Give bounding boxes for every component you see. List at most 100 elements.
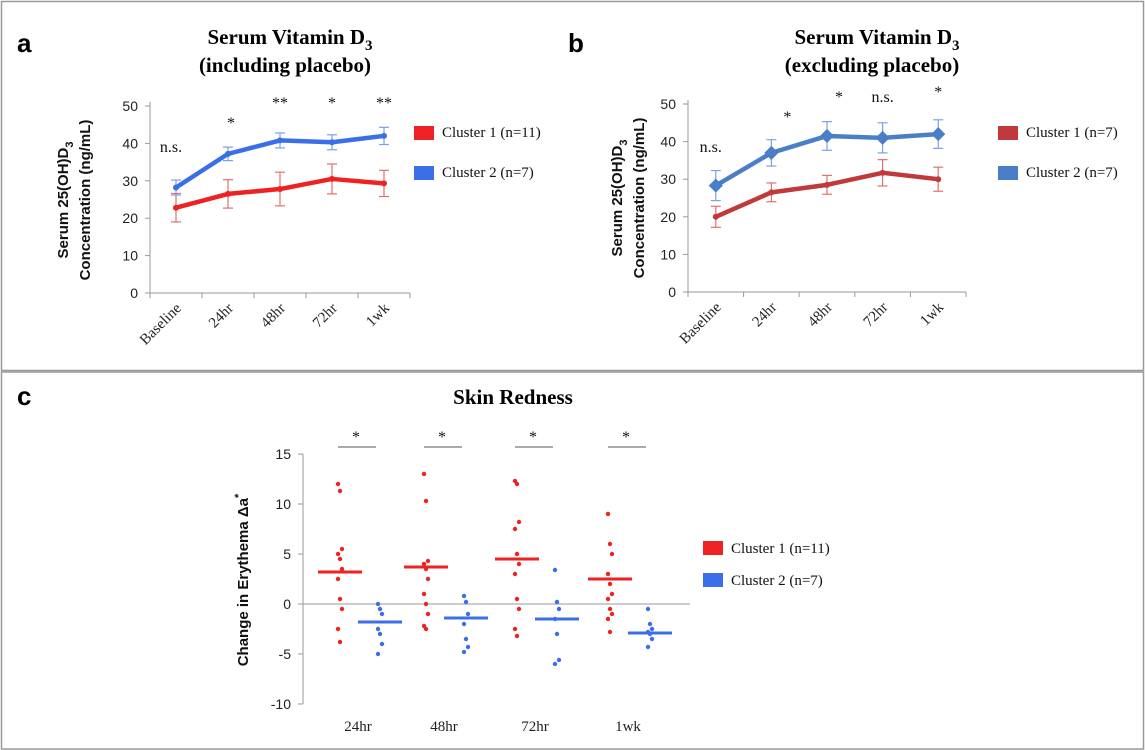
panel-a-y-tick-label: 20 — [122, 210, 138, 226]
panel-c-series1-point — [425, 558, 431, 564]
panel-a-legend-swatch — [414, 126, 434, 140]
panel-c-series2-point — [377, 606, 383, 612]
panel-c-series2-point — [649, 626, 655, 632]
svg-text:Serum 25(OH)D3: Serum 25(OH)D3 — [609, 140, 630, 257]
panel-a-x-tick-label: 48hr — [258, 301, 289, 332]
panel-c-series2-point — [375, 651, 381, 657]
panel-c-series2-point — [552, 661, 558, 667]
panel-c-series1-point — [514, 551, 520, 557]
panel-c-series1-point — [607, 606, 613, 612]
panel-c-series2-point — [465, 644, 471, 650]
panel-c-series1-point — [425, 576, 431, 582]
panel-c-series1-point — [339, 606, 345, 612]
panel-a-y-tick-label: 10 — [122, 248, 138, 264]
panel-c-series2-point — [377, 631, 383, 637]
panel-b-y-tick-label: 20 — [660, 209, 676, 225]
panel-c-series1-point — [514, 633, 520, 639]
panel-a-series2-point — [329, 139, 335, 146]
panel-c-series1-point — [512, 626, 518, 632]
panel-c-series2-point — [556, 606, 562, 612]
panel-c-series1-point — [335, 626, 341, 632]
panel-a-significance-label: * — [328, 95, 336, 112]
panel-c-series1-point — [335, 481, 341, 487]
panel-c-series1-point — [425, 611, 431, 617]
panel-c-series2-point — [465, 611, 471, 617]
panel-c-x-tick-label: 1wk — [615, 719, 641, 735]
panel-a-b-border — [0, 0, 1145, 372]
panel-c-x-tick-label: 72hr — [521, 719, 549, 735]
panel-a-legend-label: Cluster 2 (n=7) — [442, 165, 534, 181]
panel-a-title-line2: (including placebo) — [199, 53, 371, 77]
panel-a-ylabel: Serum 25(OH)D3 Concentration (ng/mL) — [55, 120, 94, 281]
panel-b-y-tick-label: 30 — [660, 171, 676, 187]
panel-a-x-tick-label: 1wk — [363, 300, 393, 330]
panel-c-series1-point — [337, 596, 343, 602]
panel-b-series2-point — [764, 145, 779, 160]
panel-c-significance-label: * — [529, 429, 537, 446]
panel-b-legend-label: Cluster 1 (n=7) — [1026, 125, 1118, 141]
panel-b-significance-label: n.s. — [871, 89, 893, 106]
panel-c-series1-point — [516, 519, 522, 525]
panel-a-series2-point — [225, 150, 231, 157]
panel-c-series1-point — [512, 526, 518, 532]
panel-c-series1-point — [337, 556, 343, 562]
panel-a-series1-point — [225, 190, 231, 197]
panel-b-significance-label: * — [783, 109, 791, 126]
panel-b-legend-swatch — [998, 166, 1018, 180]
panel-c-legend-label: Cluster 2 (n=7) — [731, 573, 823, 589]
panel-b-x-tick-label: 72hr — [861, 300, 892, 331]
panel-c-series1-point — [421, 471, 427, 477]
panel-c-ylabel-main: Change in Erythema Δa — [235, 497, 252, 666]
panel-b-legend-swatch — [998, 126, 1018, 140]
panel-a-significance-label: ** — [272, 95, 288, 112]
panel-a-x-tick-label: Baseline — [137, 300, 185, 348]
svg-text:Serum 25(OH)D3: Serum 25(OH)D3 — [55, 142, 76, 259]
panel-a-title-line1: Serum Vitamin D3 — [208, 25, 373, 54]
panel-a-ylabel-sub: 3 — [64, 142, 76, 148]
panel-b-y-tick-label: 50 — [660, 96, 676, 112]
panel-a-x-tick-label: 72hr — [310, 301, 341, 332]
panel-b-series1-point — [879, 169, 886, 176]
panel-c-series1-point — [339, 546, 345, 552]
panel-a-letter: a — [17, 28, 32, 58]
panel-b-y-tick-label: 40 — [660, 134, 676, 150]
panel-c-x-tick-label: 48hr — [430, 719, 458, 735]
panel-c-series2-point — [379, 611, 385, 617]
panel-c-series1-point — [423, 601, 429, 607]
panel-c-significance-label: * — [438, 429, 446, 446]
panel-c-series1-point — [516, 561, 522, 567]
panel-c-series1-point — [423, 626, 429, 632]
panel-c-series2-point — [379, 641, 385, 647]
panel-c-y-tick-label: 10 — [275, 496, 291, 512]
panel-c-series1-point — [421, 561, 427, 567]
panel-c-series2-point — [649, 636, 655, 642]
panel-c-legend-label: Cluster 1 (n=11) — [731, 541, 830, 557]
panel-b-ylabel-sub: 3 — [618, 140, 630, 146]
panel-c-series1-point — [609, 551, 615, 557]
panel-c-series1-point — [609, 611, 615, 617]
panel-c-series1-point — [335, 576, 341, 582]
panel-b-series2-point — [875, 130, 890, 145]
panel-b-series1-point — [935, 176, 942, 183]
panel-c-legend-swatch — [703, 541, 723, 555]
panel-c-series1-point — [605, 571, 611, 577]
panel-b-title-line2: (excluding placebo) — [785, 53, 959, 77]
panel-b-significance-label: n.s. — [700, 139, 722, 156]
panel-c-series1-point — [337, 639, 343, 645]
panel-c-series2-point — [554, 599, 560, 605]
panel-a-series1-point — [277, 186, 283, 193]
panel-a-significance-label: ** — [376, 95, 392, 112]
panel-a-series2-point — [277, 137, 283, 144]
panel-c-series1-point — [512, 571, 518, 577]
panel-a-legend-label: Cluster 1 (n=11) — [442, 125, 541, 141]
panel-b-legend-label: Cluster 2 (n=7) — [1026, 165, 1118, 181]
panel-c-x-tick-label: 24hr — [344, 719, 372, 735]
panel-a-ylabel-main: Serum 25(OH)D — [55, 147, 72, 258]
panel-b-x-tick-label: 48hr — [805, 300, 836, 331]
panel-c-series2-point — [463, 636, 469, 642]
panel-b-x-tick-label: 1wk — [917, 299, 947, 329]
panel-c-y-tick-label: 0 — [283, 596, 291, 612]
panel-c-series1-point — [605, 616, 611, 622]
panel-c-letter: c — [17, 381, 31, 411]
